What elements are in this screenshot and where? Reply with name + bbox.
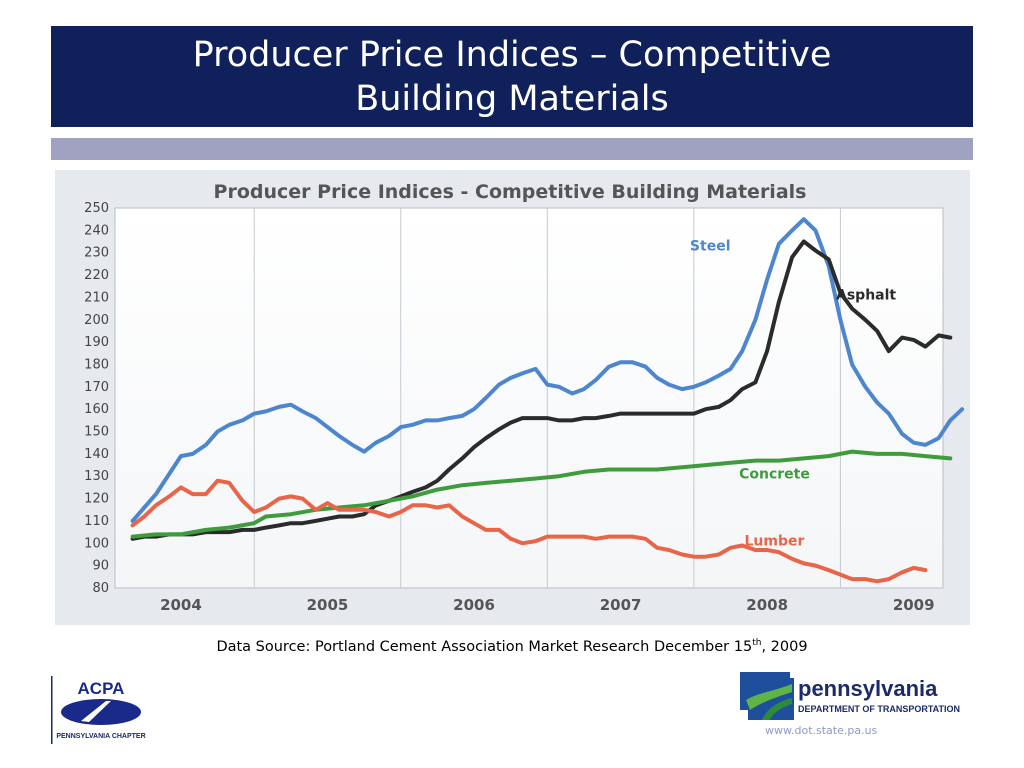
penndot-logo: pennsylvania DEPARTMENT OF TRANSPORTATIO… — [738, 670, 978, 722]
source-date: , 2009 — [761, 638, 808, 655]
acpa-logo: ACPA PENNSYLVANIA CHAPTER — [51, 676, 161, 744]
acpa-left-rule — [51, 676, 53, 744]
y-tick-label: 120 — [84, 492, 109, 507]
series-label-concrete: Concrete — [739, 466, 810, 482]
y-axis-ticks: 80 90 100 110 120 130 140 150 160 170 180 190 200 210… — [84, 201, 109, 596]
series-labels: Steel Asphalt Concrete Lumber — [690, 238, 896, 549]
x-tick-label: 2009 — [893, 596, 935, 614]
series-label-asphalt: Asphalt — [836, 288, 896, 304]
y-tick-label: 140 — [84, 447, 109, 462]
x-tick-label: 2006 — [453, 596, 495, 614]
acpa-oval-icon — [61, 699, 141, 725]
title-underline-bar — [51, 138, 973, 160]
x-tick-label: 2004 — [160, 596, 202, 614]
x-tick-label: 2008 — [746, 596, 788, 614]
keystone-road-icon — [746, 684, 792, 710]
series-lines — [130, 217, 965, 584]
penn-dept: DEPARTMENT OF TRANSPORTATION — [798, 704, 960, 714]
y-tick-label: 150 — [84, 425, 109, 440]
y-tick-label: 240 — [84, 223, 109, 238]
line-chart: Producer Price Indices - Competitive Bui… — [55, 170, 970, 625]
keystone-swoosh-icon — [762, 698, 792, 720]
y-tick-label: 170 — [84, 380, 109, 395]
y-tick-label: 250 — [84, 201, 109, 216]
y-tick-label: 80 — [92, 581, 109, 596]
y-tick-label: 180 — [84, 357, 109, 372]
acpa-chapter: PENNSYLVANIA CHAPTER — [56, 733, 145, 740]
x-axis-ticks: 2004 2005 2006 2007 2008 2009 — [160, 596, 934, 614]
acpa-road-icon — [81, 701, 111, 722]
penn-name: pennsylvania — [798, 676, 938, 701]
y-tick-label: 220 — [84, 268, 109, 283]
y-tick-label: 200 — [84, 313, 109, 328]
source-superscript: th — [752, 638, 762, 648]
source-text: Data Source: Portland Cement Association… — [216, 638, 753, 655]
series-line-concrete — [130, 449, 953, 539]
y-tick-label: 100 — [84, 536, 109, 551]
series-line-lumber — [130, 478, 928, 584]
y-tick-label: 210 — [84, 290, 109, 305]
series-label-steel: Steel — [690, 238, 731, 254]
slide-title: Producer Price Indices – Competitive Bui… — [192, 34, 832, 119]
x-tick-label: 2005 — [307, 596, 349, 614]
data-source-note: Data Source: Portland Cement Association… — [0, 638, 1024, 655]
y-tick-label: 160 — [84, 402, 109, 417]
website-url: www.dot.state.pa.us — [765, 724, 878, 737]
acpa-name: ACPA — [78, 679, 125, 698]
y-tick-label: 130 — [84, 469, 109, 484]
series-line-asphalt — [130, 239, 953, 541]
y-tick-label: 90 — [92, 559, 109, 574]
x-tick-label: 2007 — [600, 596, 642, 614]
y-tick-label: 190 — [84, 335, 109, 350]
y-tick-label: 110 — [84, 514, 109, 529]
chart-container: Producer Price Indices - Competitive Bui… — [55, 170, 970, 625]
title-bar: Producer Price Indices – Competitive Bui… — [51, 26, 973, 127]
year-dividers — [253, 208, 841, 588]
y-tick-label: 230 — [84, 246, 109, 261]
series-label-lumber: Lumber — [745, 534, 805, 550]
chart-title: Producer Price Indices - Competitive Bui… — [214, 181, 807, 203]
